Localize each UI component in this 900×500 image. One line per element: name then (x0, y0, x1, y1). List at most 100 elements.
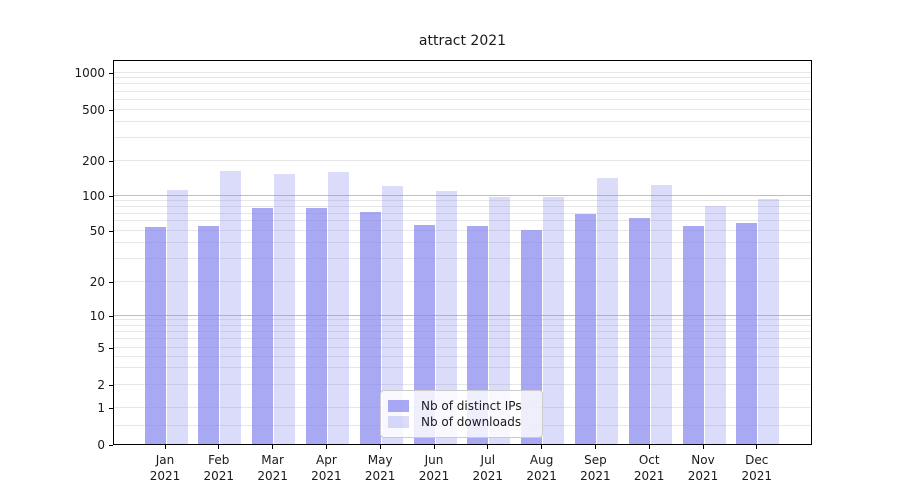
y-tick-label-0: 0 (97, 438, 105, 452)
bar-downloads-jan-2021 (166, 189, 188, 444)
x-tick-jan-2021 (164, 445, 166, 449)
y-tick-label-20: 20 (89, 275, 105, 289)
bar-distinct-ips-sep-2021 (574, 213, 596, 444)
y-tick-100 (109, 195, 113, 197)
gridline-y-20 (114, 280, 811, 282)
x-tick-jul-2021 (487, 445, 489, 449)
bar-downloads-oct-2021 (650, 185, 672, 444)
legend-swatch-downloads (388, 416, 409, 428)
x-tick-apr-2021 (325, 445, 327, 449)
y-tick-1000 (109, 72, 113, 74)
bar-distinct-ips-mar-2021 (252, 208, 274, 444)
x-tick-sep-2021 (594, 445, 596, 449)
gridline-y-2 (114, 383, 811, 385)
bar-distinct-ips-jun-2021 (413, 225, 435, 444)
gridline-y-7 (114, 330, 811, 332)
y-tick-200 (109, 160, 113, 162)
bar-downloads-dec-2021 (758, 199, 780, 444)
bar-distinct-ips-nov-2021 (682, 226, 704, 444)
x-tick-label-apr-2021: Apr 2021 (311, 453, 342, 483)
legend-item-distinct-ips: Nb of distinct IPs (388, 399, 536, 413)
gridline-y-30 (114, 257, 811, 259)
x-tick-label-may-2021: May 2021 (364, 453, 396, 483)
x-tick-label-feb-2021: Feb 2021 (203, 453, 235, 483)
bar-downloads-may-2021 (381, 186, 403, 444)
x-tick-label-aug-2021: Aug 2021 (526, 453, 557, 483)
gridline-y-5 (114, 346, 811, 348)
bar-distinct-ips-oct-2021 (628, 217, 650, 444)
y-tick-5 (109, 347, 113, 349)
gridline-y-80 (114, 205, 811, 207)
y-tick-50 (109, 230, 113, 232)
bar-distinct-ips-apr-2021 (305, 208, 327, 444)
gridline-y-500 (114, 108, 811, 110)
x-tick-oct-2021 (648, 445, 650, 449)
gridline-y-6 (114, 338, 811, 340)
legend: Nb of distinct IPs Nb of downloads (380, 390, 543, 438)
gridline-y-40 (114, 241, 811, 243)
gridline-y-60 (114, 220, 811, 222)
y-tick-label-10: 10 (89, 309, 105, 323)
gridline-y-400 (114, 120, 811, 122)
bar-downloads-mar-2021 (274, 173, 296, 444)
x-tick-label-nov-2021: Nov 2021 (687, 453, 719, 483)
gridline-y-600 (114, 98, 811, 100)
x-tick-dec-2021 (756, 445, 758, 449)
bar-distinct-ips-may-2021 (359, 212, 381, 444)
x-tick-jun-2021 (433, 445, 435, 449)
y-tick-label-1000: 1000 (74, 66, 105, 80)
legend-swatch-distinct-ips (388, 400, 409, 412)
legend-item-downloads: Nb of downloads (388, 415, 536, 429)
y-tick-label-100: 100 (82, 189, 105, 203)
plot-area: Nb of distinct IPs Nb of downloads (113, 60, 812, 445)
x-tick-aug-2021 (541, 445, 543, 449)
x-tick-label-mar-2021: Mar 2021 (257, 453, 288, 483)
x-tick-label-jan-2021: Jan 2021 (149, 453, 181, 483)
y-tick-20 (109, 281, 113, 283)
gridline-y-3 (114, 367, 811, 369)
legend-label-downloads: Nb of downloads (421, 415, 522, 429)
y-tick-2 (109, 384, 113, 386)
gridline-y-90 (114, 199, 811, 201)
x-tick-label-oct-2021: Oct 2021 (633, 453, 665, 483)
gridline-y-1000 (114, 71, 811, 73)
x-tick-label-dec-2021: Dec 2021 (741, 453, 773, 483)
gridline-y-700 (114, 90, 811, 92)
y-tick-label-200: 200 (82, 154, 105, 168)
legend-label-distinct-ips: Nb of distinct IPs (421, 399, 522, 413)
y-tick-10 (109, 315, 113, 317)
x-tick-may-2021 (379, 445, 381, 449)
y-tick-1 (109, 407, 113, 409)
chart-title: attract 2021 (418, 33, 507, 49)
gridline-y-9 (114, 319, 811, 321)
y-tick-label-500: 500 (82, 103, 105, 117)
y-tick-label-5: 5 (97, 341, 105, 355)
bar-distinct-ips-dec-2021 (736, 223, 758, 444)
x-tick-label-jul-2021: Jul 2021 (472, 453, 504, 483)
gridline-y-50 (114, 229, 811, 231)
x-tick-label-sep-2021: Sep 2021 (580, 453, 611, 483)
y-tick-500 (109, 109, 113, 111)
bar-distinct-ips-jul-2021 (467, 226, 489, 444)
y-tick-label-2: 2 (97, 378, 105, 392)
bar-downloads-sep-2021 (596, 178, 618, 444)
gridline-y-900 (114, 77, 811, 79)
gridline-y-8 (114, 324, 811, 326)
bar-downloads-nov-2021 (704, 206, 726, 444)
x-tick-label-jun-2021: Jun 2021 (418, 453, 450, 483)
gridline-y-10 (114, 314, 811, 316)
gridline-y-200 (114, 159, 811, 161)
x-tick-mar-2021 (272, 445, 274, 449)
bar-distinct-ips-jan-2021 (144, 227, 166, 444)
y-tick-0 (109, 444, 113, 446)
x-tick-nov-2021 (702, 445, 704, 449)
gridline-y-4 (114, 355, 811, 357)
gridline-y-300 (114, 136, 811, 138)
y-tick-label-1: 1 (97, 401, 105, 415)
gridline-y-800 (114, 83, 811, 85)
bar-downloads-jun-2021 (435, 191, 457, 444)
bar-downloads-feb-2021 (220, 171, 242, 444)
y-tick-label-50: 50 (89, 224, 105, 238)
gridline-y-100 (114, 194, 811, 196)
